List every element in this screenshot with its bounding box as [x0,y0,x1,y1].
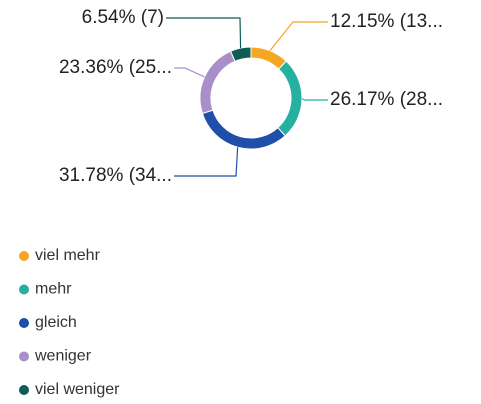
slice [201,109,286,150]
legend-label: viel weniger [35,381,120,398]
data-label: 26.17% (28... [330,89,443,110]
legend-label: gleich [35,314,77,331]
legend-label: weniger [34,348,92,365]
leader-line [174,67,205,78]
legend-swatch [19,318,29,328]
data-label: 31.78% (34... [59,165,172,186]
data-label: 12.15% (13... [330,11,443,32]
legend-label: viel mehr [35,247,101,264]
slice [277,60,303,137]
leader-line [166,17,242,49]
legend-swatch [19,251,29,261]
data-label: 23.36% (25... [59,57,172,78]
legend-label: mehr [35,281,72,298]
leader-line [269,21,328,52]
slice [199,50,236,115]
legend-swatch [19,385,29,395]
leader-line [174,147,239,177]
data-label: 6.54% (7) [82,7,164,28]
leader-line [301,98,328,101]
legend-swatch [19,284,29,295]
slice [229,46,252,62]
legend-swatch [19,351,29,362]
slice [250,46,287,70]
